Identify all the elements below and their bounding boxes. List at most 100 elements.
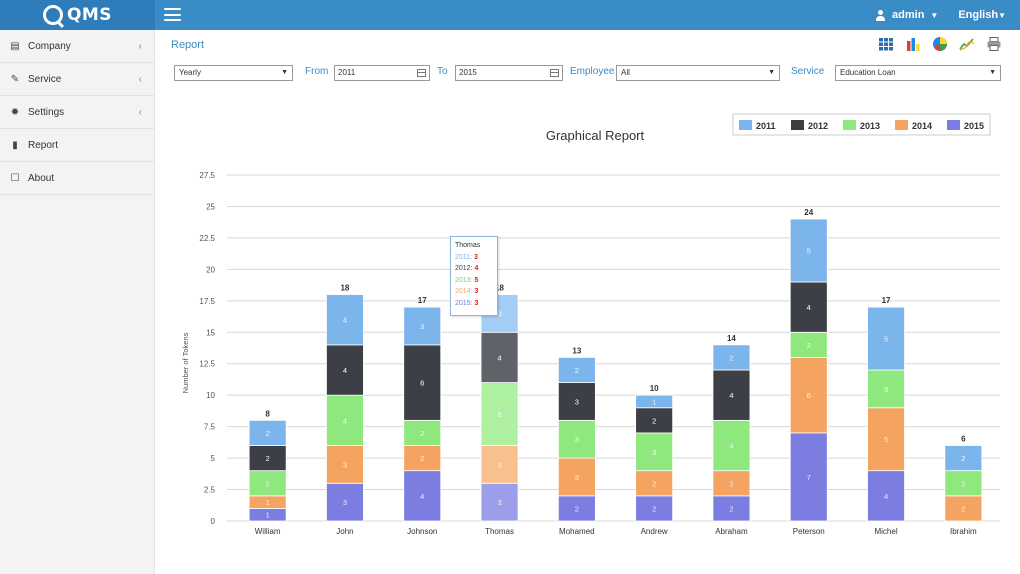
data-label: 3 xyxy=(343,498,347,507)
from-date-input[interactable]: 2011 xyxy=(334,65,430,81)
x-tick-label: Ibrahim xyxy=(950,527,977,536)
bar-segment xyxy=(867,470,905,522)
grid-icon[interactable] xyxy=(878,36,894,52)
legend-label: 2011 xyxy=(756,121,776,131)
line-chart-icon[interactable] xyxy=(959,36,975,52)
data-label: 2 xyxy=(961,454,965,463)
data-label: 3 xyxy=(884,385,888,394)
service-label: Service xyxy=(791,66,825,77)
data-label: 2 xyxy=(652,416,656,425)
period-select[interactable]: Yearly ▼ xyxy=(174,65,293,81)
sidebar-item-about[interactable]: ☐ About xyxy=(0,162,154,195)
data-label: 2 xyxy=(575,504,579,513)
print-icon[interactable] xyxy=(986,36,1002,52)
data-label: 3 xyxy=(497,460,501,469)
caret-down-icon: ▼ xyxy=(930,10,939,20)
y-tick-label: 27.5 xyxy=(199,171,215,180)
tooltip-row: 2012: 4 xyxy=(455,265,479,272)
data-label: 2 xyxy=(729,353,733,362)
logo-q-icon xyxy=(42,5,63,25)
tooltip-row: 2015: 3 xyxy=(455,299,479,307)
legend-label: 2014 xyxy=(912,121,932,131)
bar-segment xyxy=(789,357,828,434)
language-menu[interactable]: English▼ xyxy=(958,9,1006,21)
caret-down-icon: ▼ xyxy=(998,11,1006,20)
bar-segment xyxy=(248,470,287,497)
bar-segment xyxy=(557,382,596,421)
sidebar-item-service[interactable]: ✎ Service ‹ xyxy=(0,63,154,96)
y-tick-label: 2.5 xyxy=(204,486,216,495)
tooltip-year: 2013 xyxy=(455,276,471,284)
sidebar-item-company[interactable]: ▤ Company ‹ xyxy=(0,30,154,63)
bar-segment xyxy=(635,394,674,409)
x-tick-label: Michel xyxy=(874,527,897,536)
filter-bar: Yearly ▼ From 2011 To 2015 Employee All … xyxy=(173,65,1003,83)
bar-segment xyxy=(635,495,674,522)
logo[interactable]: QMS xyxy=(0,0,155,30)
calendar-icon[interactable] xyxy=(550,69,559,77)
chevron-left-icon: ‹ xyxy=(138,73,142,85)
hamburger-line-icon xyxy=(164,8,181,10)
to-date-input[interactable]: 2015 xyxy=(455,65,563,81)
data-label: 2 xyxy=(961,479,965,488)
legend-label: 2015 xyxy=(964,121,984,131)
tooltip-row: 2013: 5 xyxy=(455,276,479,284)
bar-segment xyxy=(867,306,905,371)
bar-segment xyxy=(712,495,751,522)
total-label: 18 xyxy=(495,284,504,293)
data-label: 1 xyxy=(266,511,270,520)
menu-toggle-button[interactable] xyxy=(164,8,181,21)
sidebar: ▤ Company ‹ ✎ Service ‹ ✹ Settings ‹ ▮ R… xyxy=(0,30,155,574)
legend-swatch xyxy=(947,120,960,130)
y-tick-label: 22.5 xyxy=(199,234,215,243)
total-label: 6 xyxy=(961,435,966,444)
building-icon: ▤ xyxy=(10,40,20,52)
y-tick-label: 15 xyxy=(206,328,215,337)
bar-segment xyxy=(712,419,751,472)
period-value: Yearly xyxy=(179,68,201,77)
total-label: 14 xyxy=(727,334,736,343)
sidebar-item-label: Service xyxy=(28,73,62,85)
user-menu[interactable]: admin ▼ xyxy=(875,9,938,21)
bar-segment xyxy=(480,482,519,522)
data-label: 1 xyxy=(266,498,270,507)
total-label: 13 xyxy=(572,346,581,355)
data-label: 4 xyxy=(807,303,811,312)
legend-swatch xyxy=(739,120,752,130)
bar-segment xyxy=(557,495,596,522)
to-date-value: 2015 xyxy=(459,68,477,77)
data-label: 2 xyxy=(266,454,270,463)
tooltip-value: 4 xyxy=(474,265,479,272)
tooltip-row: 2014: 3 xyxy=(455,288,479,295)
x-tick-label: William xyxy=(255,527,281,536)
employee-value: All xyxy=(621,68,630,77)
bar-chart-icon[interactable] xyxy=(905,36,921,52)
bar-segment xyxy=(557,457,596,497)
employee-select[interactable]: All ▼ xyxy=(616,65,780,81)
data-label: 7 xyxy=(807,473,811,482)
pie-chart-icon[interactable] xyxy=(932,36,948,52)
from-date-value: 2011 xyxy=(338,68,356,77)
tooltip-title: Thomas xyxy=(455,242,481,249)
y-axis-label: Number of Tokens xyxy=(181,332,190,393)
x-tick-label: John xyxy=(336,527,353,536)
chart-title: Graphical Report xyxy=(546,128,645,143)
data-label: 4 xyxy=(884,492,888,501)
x-tick-label: Peterson xyxy=(793,527,825,536)
sidebar-item-settings[interactable]: ✹ Settings ‹ xyxy=(0,96,154,129)
y-tick-label: 25 xyxy=(206,202,215,211)
calendar-icon[interactable] xyxy=(417,69,426,77)
legend-label: 2013 xyxy=(860,121,880,131)
language-label: English xyxy=(958,9,999,21)
sidebar-item-label: Settings xyxy=(28,106,65,118)
total-label: 17 xyxy=(418,296,427,305)
main-content: Report Yearly ▼ From 2011 To xyxy=(155,30,1020,574)
logo-text: QMS xyxy=(66,5,113,25)
service-select[interactable]: Education Loan ▼ xyxy=(835,65,1001,81)
edit-icon: ☐ xyxy=(10,172,20,184)
user-icon xyxy=(875,9,886,21)
total-label: 17 xyxy=(882,296,891,305)
breadcrumb[interactable]: Report xyxy=(171,39,205,51)
sidebar-item-report[interactable]: ▮ Report xyxy=(0,129,154,162)
bar-segment xyxy=(480,382,519,446)
